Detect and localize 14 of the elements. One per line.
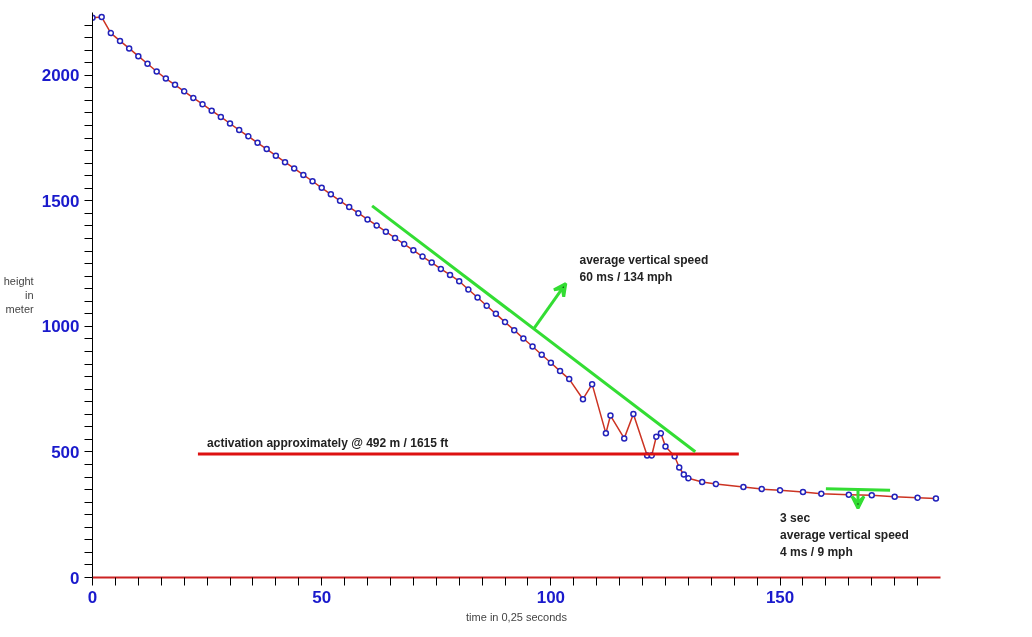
x-tick-label: 0 bbox=[87, 587, 98, 607]
annotation: activation approximately @ 492 m / 1615 ft bbox=[207, 435, 449, 450]
y-tick-label: 2000 bbox=[41, 66, 80, 86]
y-tick-label: 0 bbox=[70, 568, 80, 588]
x-tick-label: 150 bbox=[765, 587, 795, 607]
y-axis-title: height in meter bbox=[3, 274, 35, 316]
annotation: 3 sec average vertical speed 4 ms / 9 mph bbox=[780, 510, 909, 559]
y-tick-label: 1000 bbox=[41, 317, 80, 337]
x-tick-label: 50 bbox=[312, 587, 332, 607]
y-tick-label: 1500 bbox=[41, 191, 80, 211]
annotation: average vertical speed 60 ms / 134 mph bbox=[579, 253, 709, 285]
x-axis-title: time in 0,25 seconds bbox=[466, 610, 568, 623]
y-tick-label: 500 bbox=[51, 442, 80, 462]
x-tick-label: 100 bbox=[536, 587, 566, 607]
